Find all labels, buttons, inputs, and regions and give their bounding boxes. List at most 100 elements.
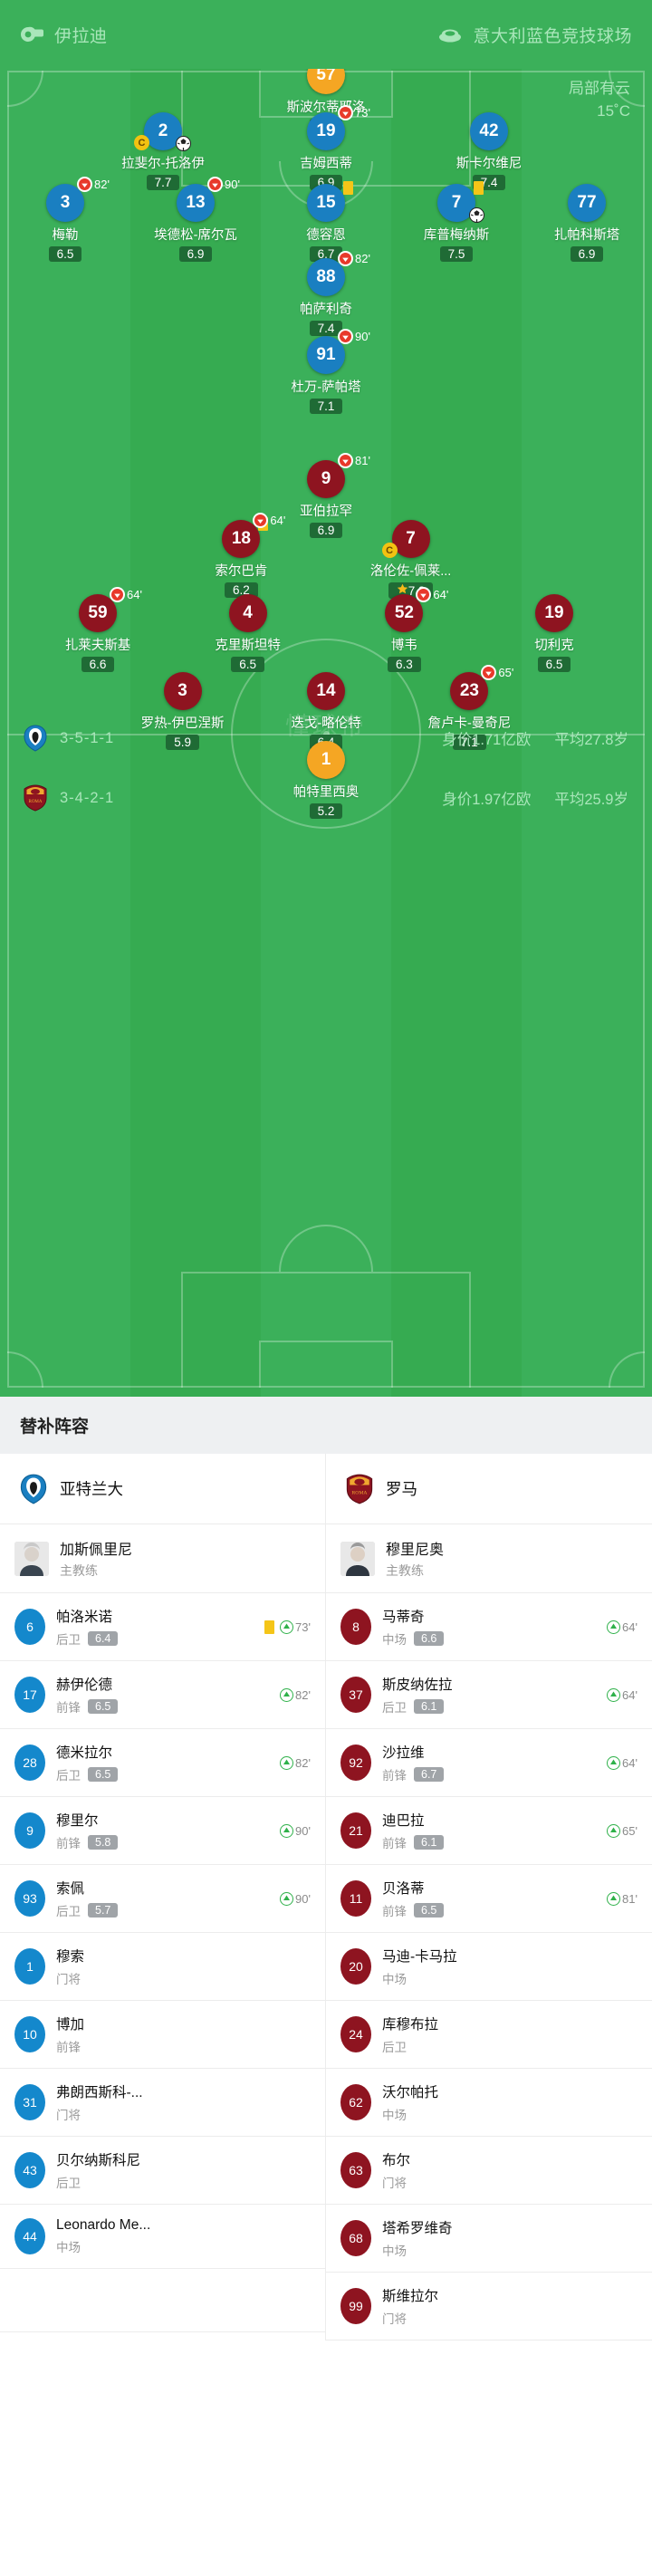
sub-player-number: 21 <box>340 1812 371 1849</box>
sub-in-minute: 73' <box>295 1620 311 1634</box>
sub-player-position: 中场 <box>382 2109 407 2122</box>
pitch-player[interactable]: 52 64' 博韦 6.3 <box>340 587 467 673</box>
sub-player-row[interactable]: 11 贝洛蒂 前锋 6.5 81' <box>326 1865 652 1933</box>
sub-player-row[interactable]: 68 塔希罗维奇 中场 <box>326 2205 652 2273</box>
sub-player-row[interactable]: 24 库穆布拉 后卫 <box>326 2001 652 2069</box>
sub-player-row[interactable]: 20 马迪-卡马拉 中场 <box>326 1933 652 2001</box>
pitch-player[interactable]: 19 切利克 6.5 <box>491 594 618 673</box>
sub-player-name: 索佩 <box>56 1881 85 1897</box>
sub-player-row[interactable]: 17 赫伊伦德 前锋 6.5 82' <box>0 1661 325 1729</box>
coach-row-away[interactable]: 穆里尼奥 主教练 <box>326 1524 652 1593</box>
pitch-player[interactable]: 13 90' 埃德松-席尔瓦 6.9 <box>132 177 259 263</box>
sub-out-minute: 64' <box>270 514 286 527</box>
sub-player-events: 90' <box>274 1823 311 1838</box>
sub-player-row[interactable]: 44 Leonardo Me... 中场 <box>0 2205 325 2269</box>
sub-player-row[interactable]: 62 沃尔帕托 中场 <box>326 2069 652 2137</box>
sub-player-number: 10 <box>14 2016 45 2052</box>
sub-player-position: 中场 <box>56 2241 81 2254</box>
pitch-player[interactable]: 3 82' 梅勒 6.5 <box>2 177 129 263</box>
sub-player-row[interactable]: 31 弗朗西斯科-... 门将 <box>0 2069 325 2137</box>
stadium-name: 意大利蓝色竞技球场 <box>473 26 632 46</box>
player-name: 拉斐尔-托洛伊 <box>121 157 205 171</box>
arrow-down-icon <box>110 587 125 602</box>
pitch-player[interactable]: 1 帕特里西奥 5.2 <box>263 741 389 820</box>
mvp-star-icon <box>397 583 408 598</box>
coach-avatar <box>14 1541 49 1576</box>
sub-out-minute: 65' <box>498 666 514 679</box>
pitch-player[interactable]: 91 90' 杜万-萨帕塔 7.1 <box>263 329 389 415</box>
pitch-player[interactable]: 3 罗热-伊巴涅斯 5.9 <box>120 672 246 751</box>
pitch-player[interactable]: 42 斯卡尔维尼 7.4 <box>426 112 552 191</box>
player-number: 42 <box>470 112 508 150</box>
pitch-player[interactable]: 15 德容恩 6.7 <box>263 181 389 263</box>
sub-player-row[interactable]: 8 马蒂奇 中场 6.6 64' <box>326 1593 652 1661</box>
sub-player-row[interactable]: 63 布尔 门将 <box>326 2137 652 2205</box>
sub-player-row[interactable]: 10 博加 前锋 <box>0 2001 325 2069</box>
coach-row-home[interactable]: 加斯佩里尼 主教练 <box>0 1524 325 1593</box>
sub-player-position: 后卫 <box>56 1633 81 1647</box>
player-rating: 7.7 <box>146 175 180 190</box>
arrow-down-icon <box>338 329 353 344</box>
sub-player-row[interactable]: 28 德米拉尔 后卫 6.5 82' <box>0 1729 325 1797</box>
pitch-player[interactable]: 18 64' 索尔巴肯 6.2 <box>177 513 304 599</box>
pitch-player[interactable]: 23 65' 詹卢卡-曼奇尼 7.1 <box>406 665 532 751</box>
player-shirt-wrap: 3 82' <box>46 177 110 222</box>
sub-player-row[interactable]: 6 帕洛米诺 后卫 6.4 73' <box>0 1593 325 1661</box>
arrow-down-icon <box>77 177 92 192</box>
home-team-info: 3-5-1-1 身价1.71亿欧 平均27.8岁 <box>0 725 652 752</box>
sub-in-minute: 64' <box>622 1620 638 1634</box>
player-rating: 5.9 <box>166 735 199 750</box>
sub-in-indicator: 73' <box>280 1620 311 1634</box>
sub-player-row[interactable]: 92 沙拉维 前锋 6.7 64' <box>326 1729 652 1797</box>
player-name: 埃德松-席尔瓦 <box>154 228 237 243</box>
pitch-player[interactable]: 77 扎帕科斯塔 6.9 <box>523 184 650 263</box>
sub-in-minute: 81' <box>622 1891 638 1906</box>
sub-out-indicator: 81' <box>338 453 370 468</box>
sub-out-minute: 90' <box>355 330 370 343</box>
sub-player-number: 68 <box>340 2220 371 2256</box>
sub-player-row[interactable]: 43 贝尔纳斯科尼 后卫 <box>0 2137 325 2205</box>
sub-player-name: 塔希罗维奇 <box>382 2221 453 2236</box>
pitch-player[interactable]: 19 73' 吉姆西蒂 6.9 <box>263 105 389 191</box>
sub-row-placeholder <box>0 2269 325 2332</box>
sub-in-minute: 90' <box>295 1823 311 1838</box>
player-number: 52 <box>385 594 424 632</box>
subs-column-away: ROMA 罗马 穆里尼奥 主教练 8 马蒂奇 中场 6.6 64' 37 斯皮纳佐拉 后卫 6.… <box>326 1454 652 2341</box>
sub-player-row[interactable]: 9 穆里尔 前锋 5.8 90' <box>0 1797 325 1865</box>
coach-role-away: 主教练 <box>386 1563 424 1578</box>
pitch-player[interactable]: 2 C 拉斐尔-托洛伊 7.7 <box>100 112 226 191</box>
sub-out-indicator: 90' <box>338 329 370 344</box>
sub-player-position: 前锋 <box>56 1837 81 1850</box>
sub-player-events: 81' <box>601 1891 638 1906</box>
subs-list-away: 8 马蒂奇 中场 6.6 64' 37 斯皮纳佐拉 后卫 6.1 64' 92 沙拉维 前锋 6.7 64'… <box>326 1593 652 2341</box>
sub-in-indicator: 90' <box>280 1891 311 1906</box>
sub-player-rating: 6.1 <box>414 1835 445 1850</box>
sub-player-row[interactable]: 21 迪巴拉 前锋 6.1 65' <box>326 1797 652 1865</box>
coach-avatar <box>340 1541 375 1576</box>
sub-player-rating: 5.8 <box>88 1835 119 1850</box>
home-squad-value: 身价1.71亿欧 <box>442 732 532 748</box>
sub-player-position: 后卫 <box>56 1905 81 1918</box>
pitch-player[interactable]: 4 克里斯坦特 6.5 <box>185 594 312 673</box>
player-number: 91 <box>307 336 345 374</box>
pitch-player[interactable]: 7 库普梅纳斯 7.5 <box>393 181 520 263</box>
pitch-player[interactable]: 9 81' 亚伯拉罕 6.9 <box>263 453 389 539</box>
pitch-player[interactable]: 59 64' 扎莱夫斯基 6.6 <box>34 587 161 673</box>
sub-out-minute: 73' <box>355 106 370 120</box>
coach-role-home: 主教练 <box>60 1563 98 1578</box>
weather-info: 局部有云 15˚C <box>569 78 630 122</box>
sub-player-row[interactable]: 93 索佩 后卫 5.7 90' <box>0 1865 325 1933</box>
sub-player-name: 博加 <box>56 2017 85 2033</box>
sub-player-row[interactable]: 1 穆索 门将 <box>0 1933 325 2001</box>
sub-in-minute: 64' <box>622 1755 638 1770</box>
yellow-card-icon <box>264 1620 275 1634</box>
sub-player-name: 马蒂奇 <box>382 1610 425 1625</box>
pitch-player[interactable]: 88 82' 帕萨利奇 7.4 <box>263 251 389 337</box>
sub-player-position: 中场 <box>382 1973 407 1986</box>
sub-out-minute: 64' <box>433 588 449 601</box>
sub-player-row[interactable]: 99 斯维拉尔 门将 <box>326 2273 652 2341</box>
player-number: 77 <box>568 184 606 222</box>
sub-player-row[interactable]: 37 斯皮纳佐拉 后卫 6.1 64' <box>326 1661 652 1729</box>
player-number: 59 <box>79 594 117 632</box>
